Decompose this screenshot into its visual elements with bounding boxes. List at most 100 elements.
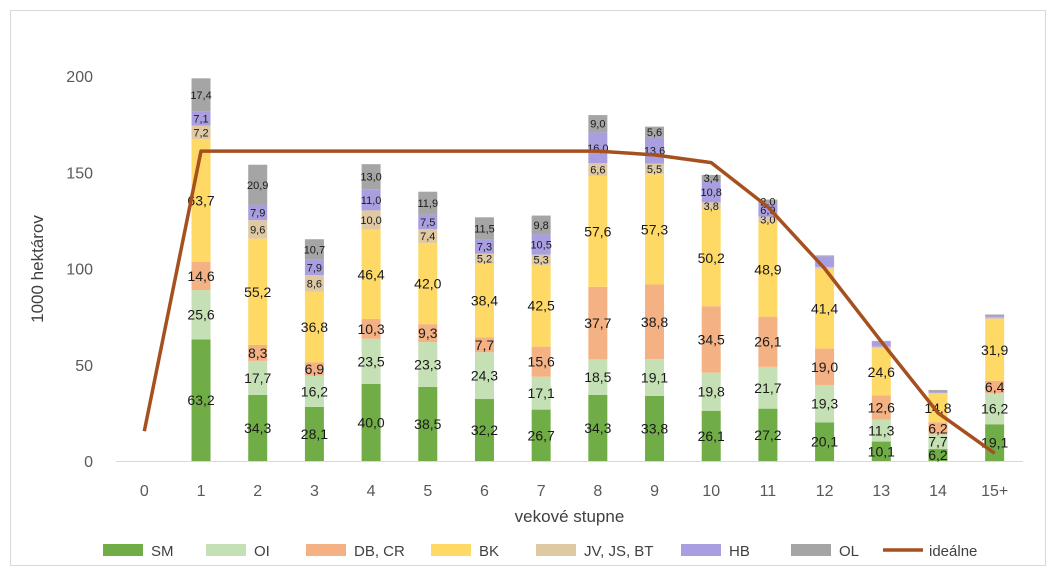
data-label: 9,0	[590, 119, 605, 131]
legend-label: OI	[254, 543, 270, 560]
legend-label: DB, CR	[354, 543, 405, 560]
bar-segment	[645, 359, 665, 396]
bar-segment	[248, 238, 268, 345]
bar-segment	[531, 376, 551, 410]
bar-segment	[985, 315, 1005, 318]
bar-segment	[645, 126, 665, 138]
bar-segment	[304, 239, 324, 260]
bar-segment	[985, 393, 1005, 425]
bar-segment	[588, 115, 608, 133]
bar-segment	[361, 338, 381, 384]
data-label: 7,2	[193, 127, 208, 139]
data-label: 20,1	[811, 434, 838, 450]
bar-segment	[815, 268, 835, 349]
data-label: 34,3	[584, 420, 611, 436]
y-tick-label: 50	[75, 358, 93, 375]
legend-label: SM	[151, 543, 174, 560]
x-tick-label: 12	[816, 483, 834, 500]
data-label: 17,1	[528, 385, 555, 401]
data-label: 24,3	[471, 368, 498, 384]
bar-segment	[304, 406, 324, 461]
bar-segment	[474, 399, 494, 461]
chart-frame: 0 50 100 150 200 0 1 2 3 4 5 6 7 8 9 10 11 12 13 14 15+ 63,2 3…	[10, 10, 1046, 566]
data-label: 10,0	[360, 215, 381, 227]
legend-label: JV, JS, BT	[584, 543, 653, 560]
data-label: 6,4	[985, 379, 1005, 395]
bar-segment	[758, 199, 778, 204]
data-label: 13,0	[360, 172, 381, 184]
data-label: 7,3	[477, 241, 492, 253]
bar-segment	[361, 318, 381, 339]
data-label: 10,1	[868, 443, 895, 459]
bar-segment	[871, 395, 891, 420]
bar-segment	[928, 434, 948, 450]
bar-segment	[474, 253, 494, 264]
bar-segment	[645, 395, 665, 461]
y-axis-title: 1000 hektárov	[28, 215, 47, 323]
data-label: 26,7	[528, 427, 555, 443]
data-label: 8,6	[307, 278, 322, 290]
bar-segment	[248, 360, 268, 395]
bar-segment	[815, 256, 835, 267]
bar-segment	[758, 366, 778, 409]
x-tick-label: 9	[650, 483, 659, 500]
bar-segment	[758, 216, 778, 223]
bar-segment	[928, 449, 948, 461]
x-tick-label: 8	[593, 483, 602, 500]
y-tick-label: 0	[84, 454, 93, 471]
data-label: 11,3	[868, 423, 894, 439]
bar-segment	[645, 174, 665, 285]
bar-segment	[815, 422, 835, 461]
legend-swatch	[681, 544, 721, 556]
data-label: 7,9	[250, 208, 265, 220]
bar-segment	[815, 255, 835, 257]
bar-segment	[191, 339, 211, 461]
bar-segment	[701, 306, 721, 373]
data-label: 16,2	[301, 383, 328, 399]
data-label: 38,8	[641, 314, 668, 330]
data-label: 6,9	[305, 361, 325, 377]
bar-segment	[531, 264, 551, 347]
data-label: 7,5	[420, 217, 435, 229]
bar-segment	[248, 204, 268, 221]
data-label: 20,9	[247, 180, 268, 192]
bar-segment	[815, 385, 835, 423]
data-label: 10,3	[357, 321, 384, 337]
data-label: 63,7	[187, 193, 214, 209]
legend-label: ideálne	[929, 543, 977, 560]
bar-segment	[248, 220, 268, 239]
bar-segment	[191, 290, 211, 340]
bar-segment	[758, 222, 778, 317]
bar-segment	[418, 243, 438, 325]
bar-segment	[701, 372, 721, 411]
legend-swatch	[306, 544, 346, 556]
bar-segment	[758, 408, 778, 461]
data-label: 10,7	[304, 245, 325, 257]
bar-segment	[758, 316, 778, 367]
x-axis-title: vekové stupne	[515, 507, 625, 526]
data-label: 5,6	[647, 127, 662, 139]
data-label: 9,6	[250, 224, 265, 236]
bar-segment	[531, 346, 551, 377]
data-label: 11,5	[474, 223, 495, 235]
data-label: 3,4	[704, 173, 719, 185]
bar-segment	[871, 346, 891, 349]
bar-segment	[985, 319, 1005, 381]
data-label: 7,7	[928, 434, 948, 450]
data-label: 19,1	[641, 370, 668, 386]
bar-segment	[361, 210, 381, 230]
data-label: 16,2	[981, 401, 1008, 417]
bar-segment	[985, 317, 1005, 320]
data-label: 11,0	[361, 195, 382, 207]
legend-swatch	[536, 544, 576, 556]
x-tick-label: 11	[760, 483, 777, 500]
bar-segment	[871, 419, 891, 442]
bar-segment	[304, 291, 324, 363]
x-tick-label: 13	[872, 483, 890, 500]
data-label: 42,5	[528, 298, 555, 314]
data-label: 11,9	[417, 198, 438, 210]
bar-segment	[304, 275, 324, 292]
data-label: 5,3	[534, 255, 549, 267]
data-label: 55,2	[244, 284, 271, 300]
x-tick-label: 10	[702, 483, 720, 500]
